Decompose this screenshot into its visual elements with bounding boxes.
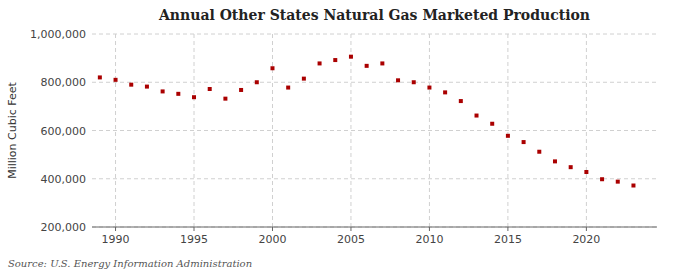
x-tick (350, 227, 351, 231)
point (302, 77, 306, 81)
y-grid-line (92, 34, 657, 35)
y-grid-line (92, 178, 657, 179)
point (114, 78, 118, 82)
points (98, 55, 636, 188)
point (506, 134, 510, 138)
x-tick (272, 227, 273, 231)
point (255, 80, 259, 84)
point (223, 97, 227, 101)
point (396, 78, 400, 82)
x-grid-line (429, 34, 430, 227)
x-tick (429, 227, 430, 231)
point (286, 86, 290, 90)
x-tick-label: 2015 (494, 233, 522, 246)
point (161, 89, 165, 93)
x-tick-label: 2020 (572, 233, 600, 246)
y-grid-line (92, 82, 657, 83)
x-grid-line (194, 34, 195, 227)
point (569, 165, 573, 169)
point (239, 88, 243, 92)
y-tick-label: 200,000 (41, 221, 87, 234)
source-note: Source: U.S. Energy Information Administ… (8, 258, 252, 269)
point (427, 86, 431, 90)
y-tick-label: 1,000,000 (30, 28, 86, 41)
point (522, 140, 526, 144)
point (490, 122, 494, 126)
x-tick-label: 1990 (102, 233, 130, 246)
point (208, 87, 212, 91)
point (553, 159, 557, 163)
x-grid-line (115, 34, 116, 227)
y-tick-label: 400,000 (41, 173, 87, 186)
x-tick-label: 1995 (180, 233, 208, 246)
point (270, 66, 274, 70)
point (631, 184, 635, 188)
point (176, 92, 180, 96)
point (616, 180, 620, 184)
x-tick (507, 227, 508, 231)
x-grid-line (507, 34, 508, 227)
point (537, 150, 541, 154)
chart: 1990 1995 2000 2005 2010 2015 2020 200,000 400,0… (0, 0, 675, 275)
point (318, 61, 322, 65)
x-grid-line (272, 34, 273, 227)
grid (92, 34, 657, 227)
point (600, 177, 604, 181)
y-ticks: 200,000 400,000 600,000 800,000 1,000,000 (30, 28, 86, 234)
x-grid-line (350, 34, 351, 227)
x-tick-label: 2010 (415, 233, 443, 246)
point (380, 61, 384, 65)
x-tick (194, 227, 195, 231)
x-tick (115, 227, 116, 231)
y-grid-line (92, 130, 657, 131)
point (459, 99, 463, 103)
point (412, 80, 416, 84)
y-axis-label: Million Cubic Feet (6, 81, 19, 178)
x-axis-line (92, 227, 657, 228)
point (145, 85, 149, 89)
point (129, 83, 133, 87)
point (365, 64, 369, 68)
point (333, 58, 337, 62)
point (475, 114, 479, 118)
x-tick-label: 2005 (337, 233, 365, 246)
y-tick-label: 800,000 (41, 76, 87, 89)
point (349, 55, 353, 59)
y-grid-line (92, 227, 657, 228)
point (584, 170, 588, 174)
y-tick-label: 600,000 (41, 125, 87, 138)
x-tick-label: 2000 (258, 233, 286, 246)
point (98, 75, 102, 79)
x-grid-line (586, 34, 587, 227)
x-ticks: 1990 1995 2000 2005 2010 2015 2020 (102, 227, 601, 246)
point (192, 95, 196, 99)
point (443, 90, 447, 94)
title: Annual Other States Natural Gas Marketed… (158, 7, 590, 23)
x-tick (586, 227, 587, 231)
